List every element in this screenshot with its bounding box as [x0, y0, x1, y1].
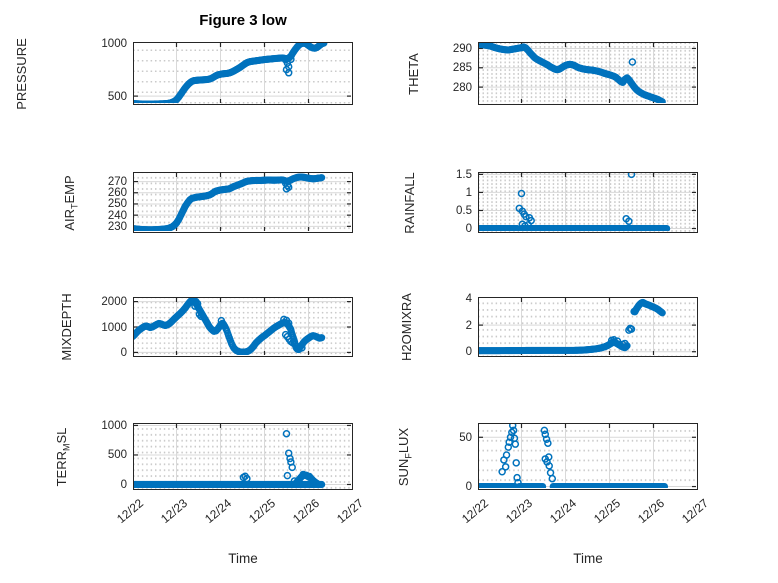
x-tick-label: 12/23	[157, 496, 190, 527]
y-tick-label-h2omixra: 0	[465, 346, 472, 359]
plot-area-h2omixra	[479, 298, 696, 355]
x-tick-label: 12/26	[634, 496, 667, 527]
y-tick-label-air-temp: 250	[107, 198, 127, 211]
y-axis-label-theta: THETA	[406, 52, 421, 95]
y-axis-label-mixdepth: MIXDEPTH	[59, 293, 74, 361]
x-tick-label: 12/22	[458, 496, 491, 527]
y-tick-label-h2omixra: 2	[465, 319, 472, 332]
x-tick-label: 12/26	[289, 496, 322, 527]
y-tick-label-air-temp: 240	[107, 209, 127, 222]
y-axis-label-terr-msl: TERRMSL	[54, 427, 72, 486]
y-tick-label-terr-msl: 0	[120, 478, 127, 491]
plot-area-theta	[479, 43, 696, 103]
y-axis-label-air-temp: AIRTEMP	[62, 174, 80, 231]
y-tick-label-rainfall: 1.5	[456, 168, 472, 181]
y-tick-label-sun-flux: 50	[459, 431, 472, 444]
y-axis-label-pressure: PRESSURE	[14, 37, 29, 110]
y-tick-label-mixdepth: 0	[120, 346, 127, 359]
x-tick-label: 12/25	[245, 496, 278, 527]
plot-area-air-temp	[134, 173, 351, 231]
y-tick-label-theta: 280	[452, 81, 472, 94]
x-tick-label: 12/22	[113, 496, 146, 527]
subplot-mixdepth	[133, 297, 353, 357]
subplot-air-temp	[133, 172, 353, 233]
y-axis-label-h2omixra: H2OMIXRA	[399, 293, 414, 361]
x-axis-label-time-right: Time	[573, 551, 603, 566]
x-tick-label: 12/27	[333, 496, 366, 527]
y-tick-label-rainfall: 1	[465, 186, 472, 199]
y-tick-label-terr-msl: 500	[107, 449, 127, 462]
subplot-rainfall	[478, 172, 698, 233]
y-tick-label-pressure: 500	[107, 90, 127, 103]
subplot-pressure	[133, 42, 353, 105]
x-tick-label: 12/25	[590, 496, 623, 527]
y-tick-label-h2omixra: 4	[465, 292, 472, 305]
y-tick-label-air-temp: 230	[107, 220, 127, 233]
plot-area-mixdepth	[134, 298, 351, 355]
y-tick-label-mixdepth: 2000	[101, 296, 127, 309]
y-axis-label-sun-flux: SUNFLUX	[396, 427, 414, 486]
subplot-h2omixra	[478, 297, 698, 357]
plot-area-rainfall	[479, 173, 696, 231]
x-tick-label: 12/27	[678, 496, 711, 527]
x-tick-label: 12/24	[546, 496, 579, 527]
y-tick-label-rainfall: 0.5	[456, 204, 472, 217]
y-tick-label-pressure: 1000	[101, 38, 127, 51]
y-tick-label-theta: 290	[452, 42, 472, 55]
subplot-theta	[478, 42, 698, 105]
plot-area-pressure	[134, 43, 351, 103]
chart-title: Figure 3 low	[199, 12, 287, 29]
plot-area-terr-msl	[134, 424, 351, 488]
y-tick-label-air-temp: 260	[107, 187, 127, 200]
plot-area-sun-flux	[479, 424, 696, 488]
y-axis-label-rainfall: RAINFALL	[402, 171, 417, 234]
y-tick-label-sun-flux: 0	[465, 481, 472, 494]
x-tick-label: 12/24	[201, 496, 234, 527]
y-tick-label-theta: 285	[452, 62, 472, 75]
subplot-sun-flux	[478, 423, 698, 490]
y-tick-label-mixdepth: 1000	[101, 321, 127, 334]
x-tick-label: 12/23	[502, 496, 535, 527]
subplot-terr-msl	[133, 423, 353, 490]
y-tick-label-air-temp: 270	[107, 176, 127, 189]
y-tick-label-rainfall: 0	[465, 223, 472, 236]
x-axis-label-time-left: Time	[228, 551, 258, 566]
y-tick-label-terr-msl: 1000	[101, 419, 127, 432]
